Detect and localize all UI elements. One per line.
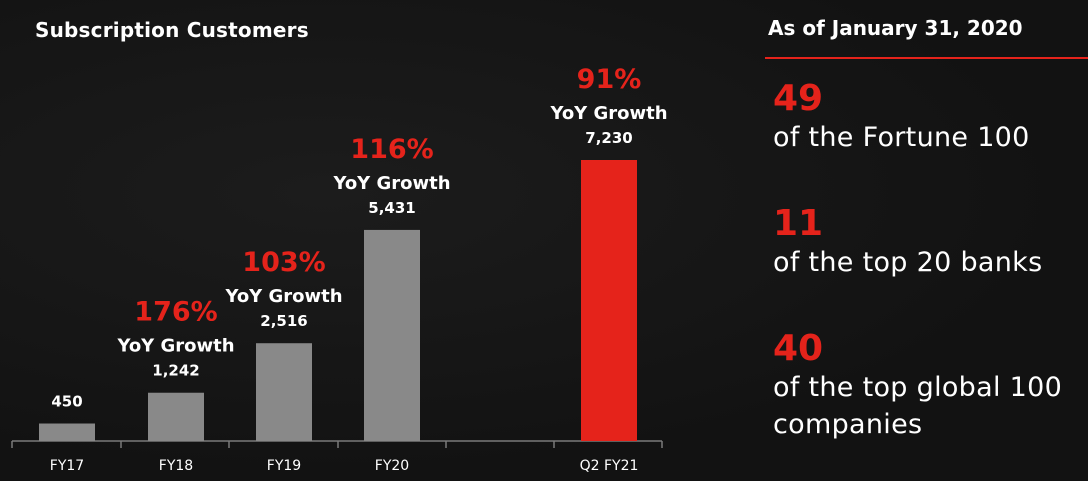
stat-top-global-100: 40 of the top global 100 companies [773, 329, 1062, 443]
stat-description-continued: companies [773, 409, 923, 440]
bar-fy17 [39, 423, 95, 441]
stat-number: 49 [773, 78, 824, 119]
growth-label: YoY Growth [116, 336, 234, 357]
bar-fy18 [148, 392, 204, 441]
stat-top-20-banks: 11 of the top 20 banks [773, 204, 1042, 281]
category-label: FY20 [375, 458, 409, 474]
value-label: 7,230 [585, 129, 632, 147]
stat-description: of the top global 100 [773, 372, 1063, 403]
growth-percent: 116% [350, 134, 433, 165]
chart-title: Subscription Customers [35, 18, 309, 42]
value-label: 5,431 [368, 199, 415, 217]
bar-chart: 450 FY17 1,242 FY18 YoY Growth 176% 2,516 FY19 Y… [11, 64, 668, 474]
bar-fy20 [364, 229, 420, 441]
category-label: Q2 FY21 [580, 458, 639, 474]
stats-heading: As of January 31, 2020 [768, 16, 1023, 40]
category-label: FY18 [159, 458, 193, 474]
growth-label: YoY Growth [332, 173, 450, 194]
stat-number: 11 [773, 203, 824, 244]
category-label: FY17 [50, 458, 84, 474]
stat-number: 40 [773, 328, 824, 369]
growth-label: YoY Growth [224, 286, 342, 307]
stats-panel: As of January 31, 2020 49 of the Fortune… [765, 0, 1088, 481]
stat-fortune-100: 49 of the Fortune 100 [773, 79, 1030, 156]
growth-percent: 103% [242, 247, 325, 278]
category-label: FY19 [267, 458, 301, 474]
value-label: 2,516 [260, 312, 307, 330]
stats-divider [765, 57, 1088, 59]
stat-description: of the Fortune 100 [773, 122, 1030, 153]
value-label: 450 [51, 393, 82, 411]
stat-description: of the top 20 banks [773, 247, 1043, 278]
bar-q2-fy21 [581, 160, 637, 441]
growth-label: YoY Growth [549, 103, 667, 124]
value-label: 1,242 [152, 362, 199, 380]
growth-percent: 91% [577, 64, 642, 95]
growth-percent: 176% [134, 297, 217, 328]
bar-fy19 [256, 343, 312, 441]
